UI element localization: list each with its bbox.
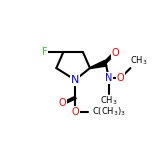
Text: F: F: [42, 47, 47, 57]
Text: CH$_3$: CH$_3$: [130, 55, 148, 67]
Text: O: O: [71, 107, 79, 117]
Polygon shape: [90, 60, 107, 69]
Text: O: O: [117, 73, 124, 83]
Text: O: O: [59, 98, 66, 108]
Text: N: N: [105, 73, 112, 83]
Text: C(CH$_3$)$_3$: C(CH$_3$)$_3$: [92, 105, 126, 118]
Text: N: N: [71, 75, 79, 85]
Text: O: O: [112, 48, 119, 58]
Text: CH$_3$: CH$_3$: [100, 95, 117, 107]
